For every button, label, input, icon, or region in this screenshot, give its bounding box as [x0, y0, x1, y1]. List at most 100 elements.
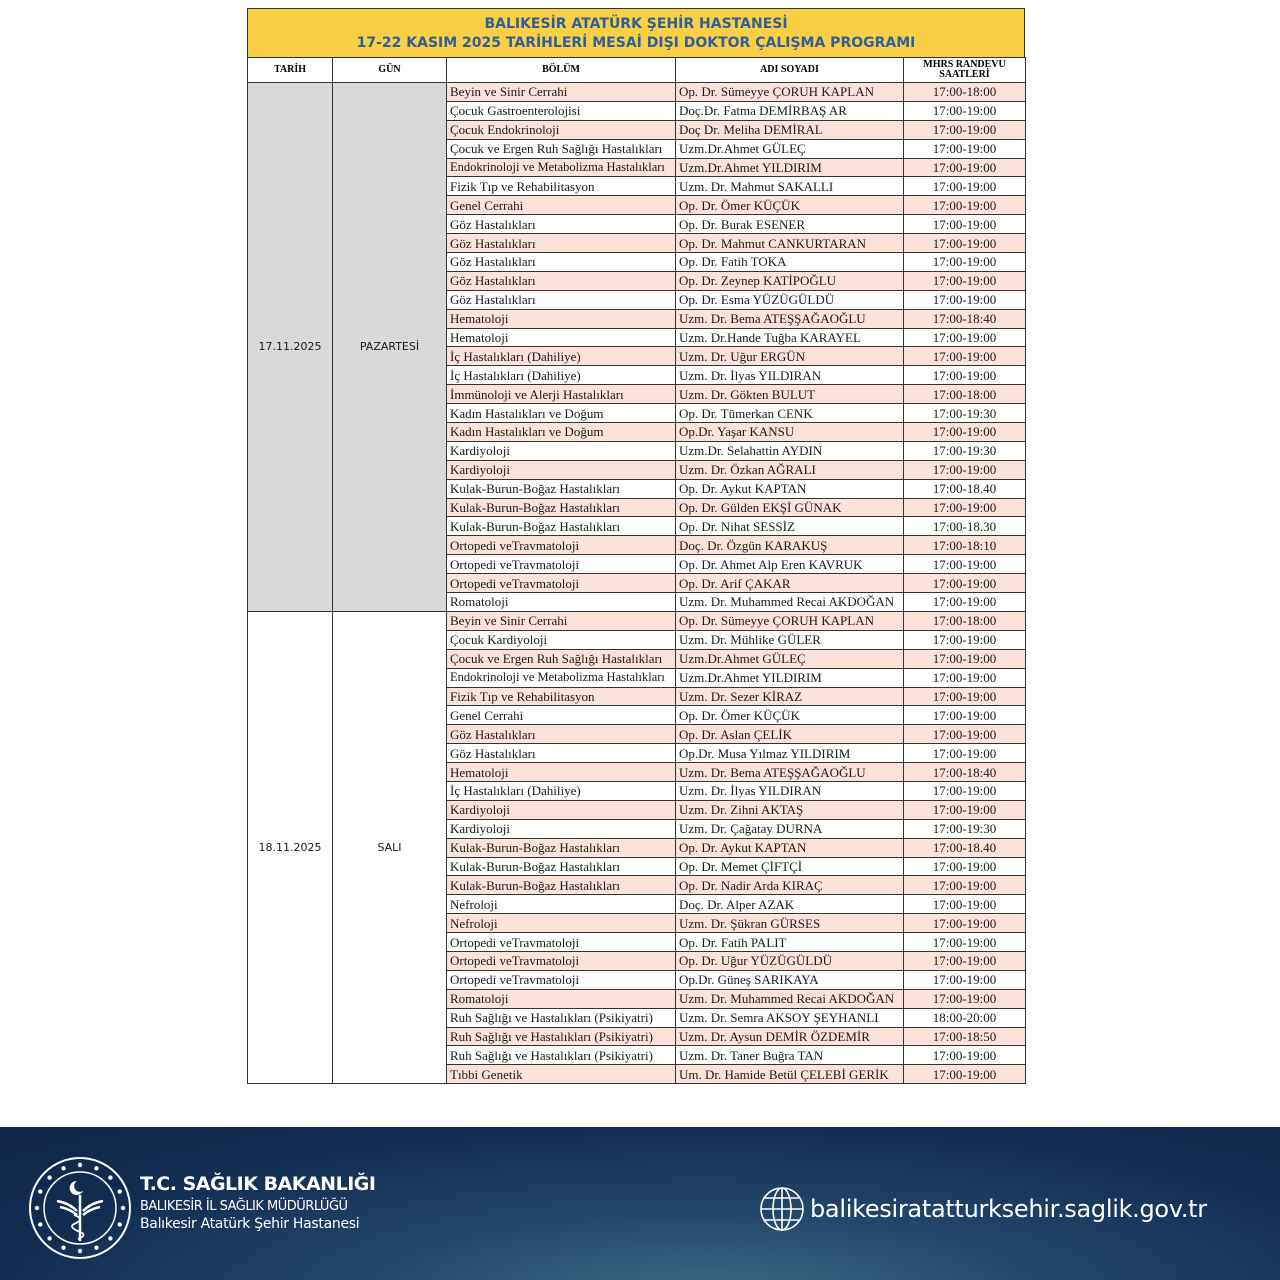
- doctor-cell: Uzm.Dr.Ahmet YILDIRIM: [675, 667, 904, 688]
- time-cell: 17:00-18:00: [903, 610, 1026, 631]
- doctor-cell: Doç.Dr. Fatma DEMİRBAŞ AR: [675, 100, 904, 121]
- doctor-cell: Op. Dr. Fatih PALIT: [675, 932, 904, 952]
- doctor-cell: Uzm. Dr. Semra AKSOY ŞEYHANLI: [675, 1007, 904, 1028]
- dept-cell: Göz Hastalıkları: [446, 289, 676, 310]
- doctor-cell: Op. Dr. Aslan ÇELİK: [675, 724, 904, 745]
- dept-cell: Göz Hastalıkları: [446, 233, 676, 254]
- hospital-name: Balıkesir Atatürk Şehir Hastanesi: [140, 1216, 360, 1232]
- dept-cell: Kardiyoloji: [446, 818, 676, 839]
- dept-cell: İç Hastalıkları (Dahiliye): [446, 780, 676, 801]
- time-cell: 17:00-19:00: [903, 270, 1026, 291]
- dept-cell: Kulak-Burun-Boğaz Hastalıkları: [446, 516, 676, 537]
- doctor-cell: Op. Dr. Zeynep KATİPOĞLU: [675, 270, 904, 291]
- time-cell: 17:00-19:00: [903, 119, 1026, 140]
- ministry-emblem-icon: [29, 1157, 131, 1259]
- time-cell: 17:00-19:00: [903, 932, 1026, 952]
- time-cell: 17:00-19:00: [903, 950, 1026, 971]
- dept-cell: Fizik Tıp ve Rehabilitasyon: [446, 176, 676, 197]
- time-cell: 17:00-19:00: [903, 195, 1026, 216]
- schedule-sheet: BALIKESİR ATATÜRK ŞEHİR HASTANESİ 17-22 …: [247, 8, 1026, 1085]
- dept-cell: Romatoloji: [446, 988, 676, 1009]
- table-row: İç Hastalıkları (Dahiliye) Uzm. Dr. İlyas…: [248, 365, 1026, 386]
- time-cell: 17:00-19:00: [903, 894, 1026, 915]
- doctor-cell: Op.Dr. Güneş SARIKAYA: [675, 969, 904, 990]
- dept-cell: Çocuk Kardiyoloji: [446, 629, 676, 650]
- table-row: İç Hastalıkları (Dahiliye) Uzm. Dr. İlyas…: [248, 780, 1026, 801]
- dept-cell: Ruh Sağlığı ve Hastalıkları (Psikiyatri): [446, 1007, 676, 1028]
- time-cell: 17:00-19:00: [903, 799, 1026, 820]
- dept-cell: Göz Hastalıkları: [446, 724, 676, 745]
- footer-banner: T.C. SAĞLIK BAKANLIĞI BALIKESİR İL SAĞLI…: [0, 1127, 1280, 1280]
- dept-cell: İmmünoloji ve Alerji Hastalıkları: [446, 384, 676, 405]
- doctor-cell: Uzm.Dr.Ahmet YILDIRIM: [675, 157, 904, 178]
- time-cell: 17:00-18:40: [903, 762, 1026, 782]
- time-cell: 17:00-19:00: [903, 138, 1026, 159]
- col-time-line2: SAATLERİ: [939, 69, 990, 80]
- doctor-cell: Doç. Dr. Özgün KARAKUŞ: [675, 535, 904, 556]
- dept-cell: Çocuk ve Ergen Ruh Sağlığı Hastalıkları: [446, 138, 676, 159]
- time-cell: 17:00-19:00: [903, 422, 1026, 442]
- dept-cell: Kardiyoloji: [446, 440, 676, 461]
- dept-cell: Kadın Hastalıkları ve Doğum: [446, 403, 676, 424]
- time-cell: 17:00-19:00: [903, 252, 1026, 272]
- dept-cell: Hematoloji: [446, 308, 676, 329]
- dept-cell: Çocuk Gastroenterolojisi: [446, 100, 676, 121]
- website-link[interactable]: balikesiratatturksehir.saglik.gov.tr: [758, 1185, 1207, 1233]
- time-cell: 17:00-18.40: [903, 837, 1026, 858]
- table-row: Endokrinoloji ve Metabolizma Hastalıklar…: [248, 667, 1026, 688]
- dept-cell: Nefroloji: [446, 894, 676, 915]
- website-url[interactable]: balikesiratatturksehir.saglik.gov.tr: [810, 1195, 1207, 1223]
- time-cell: 17:00-19:00: [903, 705, 1026, 726]
- table-row: Romatoloji Uzm. Dr. Muhammed Recai AKDOĞA…: [248, 988, 1026, 1009]
- doctor-cell: Doç Dr. Meliha DEMİRAL: [675, 119, 904, 140]
- table-row: Kulak-Burun-Boğaz Hastalıkları Op. Dr. Ay…: [248, 478, 1026, 499]
- dept-cell: Hematoloji: [446, 762, 676, 782]
- time-cell: 17:00-19:30: [903, 818, 1026, 839]
- doctor-cell: Op. Dr. Uğur YÜZÜGÜLDÜ: [675, 950, 904, 971]
- doctor-cell: Uzm. Dr. Muhammed Recai AKDOĞAN: [675, 592, 904, 612]
- doctor-cell: Uzm. Dr. Mühlike GÜLER: [675, 629, 904, 650]
- table-row: Ortopedi veTravmatoloji Op. Dr. Fatih PAL…: [248, 932, 1026, 952]
- doctor-cell: Op. Dr. Arif ÇAKAR: [675, 573, 904, 594]
- time-cell: 17:00-19:00: [903, 157, 1026, 178]
- time-cell: 17:00-19:00: [903, 214, 1026, 235]
- doctor-cell: Op. Dr. Nihat SESSİZ: [675, 516, 904, 537]
- doctor-cell: Op. Dr. Sümeyye ÇORUH KAPLAN: [675, 82, 904, 102]
- dept-cell: Göz Hastalıkları: [446, 270, 676, 291]
- table-row: Ruh Sağlığı ve Hastalıkları (Psikiyatri)…: [248, 1007, 1026, 1028]
- dept-cell: Kulak-Burun-Boğaz Hastalıkları: [446, 497, 676, 518]
- table-row: Kardiyoloji Uzm. Dr. Zihni AKTAŞ 17:00-19:…: [248, 799, 1026, 820]
- table-row: Ortopedi veTravmatoloji Op. Dr. Ahmet Alp…: [248, 554, 1026, 575]
- doctor-cell: Uzm. Dr. Zihni AKTAŞ: [675, 799, 904, 820]
- table-row: Göz Hastalıkları Op. Dr. Esma YÜZÜGÜLDÜ 17…: [248, 289, 1026, 310]
- table-row: 17.11.2025 PAZARTESİ Beyin ve Sinir Cerrah…: [247, 82, 1026, 612]
- table-row: Çocuk Gastroenterolojisi Doç.Dr. Fatma DE…: [248, 100, 1026, 121]
- table-row: 18.11.2025 SALI Beyin ve Sinir Cerrahi Op. …: [247, 610, 1026, 1085]
- time-cell: 17:00-19:00: [903, 875, 1026, 896]
- hospital-title: BALIKESİR ATATÜRK ŞEHİR HASTANESİ: [484, 16, 788, 32]
- dept-cell: Kardiyoloji: [446, 459, 676, 480]
- dept-cell: Ruh Sağlığı ve Hastalıkları (Psikiyatri): [446, 1045, 676, 1066]
- dept-cell: Tıbbi Genetik: [446, 1064, 676, 1085]
- date-cell: 17.11.2025: [247, 82, 333, 612]
- table-row: Kadın Hastalıkları ve Doğum Op. Dr. Tümer…: [248, 403, 1026, 424]
- dept-cell: Ortopedi veTravmatoloji: [446, 535, 676, 556]
- table-row: Göz Hastalıkları Op.Dr. Musa Yılmaz YILDI…: [248, 743, 1026, 764]
- dept-cell: Ortopedi veTravmatoloji: [446, 950, 676, 971]
- table-row: Çocuk ve Ergen Ruh Sağlığı Hastalıkları U…: [248, 648, 1026, 669]
- title-band: BALIKESİR ATATÜRK ŞEHİR HASTANESİ 17-22 …: [247, 8, 1025, 57]
- day-cell: PAZARTESİ: [332, 82, 447, 612]
- day-cell: SALI: [332, 610, 447, 1085]
- time-cell: 17:00-19:30: [903, 440, 1026, 461]
- table-row: Kardiyoloji Uzm. Dr. Özkan AĞRALI 17:00-19…: [248, 459, 1026, 480]
- dept-cell: Göz Hastalıkları: [446, 252, 676, 272]
- time-cell: 17:00-19:00: [903, 365, 1026, 386]
- time-cell: 17:00-19:00: [903, 573, 1026, 594]
- doctor-cell: Uzm. Dr. Özkan AĞRALI: [675, 459, 904, 480]
- doctor-cell: Op. Dr. Sümeyye ÇORUH KAPLAN: [675, 610, 904, 631]
- table-row: Romatoloji Uzm. Dr. Muhammed Recai AKDOĞA…: [248, 592, 1026, 612]
- time-cell: 17:00-18:10: [903, 535, 1026, 556]
- time-cell: 17:00-18:40: [903, 308, 1026, 329]
- table-row: Hematoloji Uzm. Dr.Hande Tuğba KARAYEL 17:…: [248, 327, 1026, 348]
- dept-cell: Kulak-Burun-Boğaz Hastalıkları: [446, 875, 676, 896]
